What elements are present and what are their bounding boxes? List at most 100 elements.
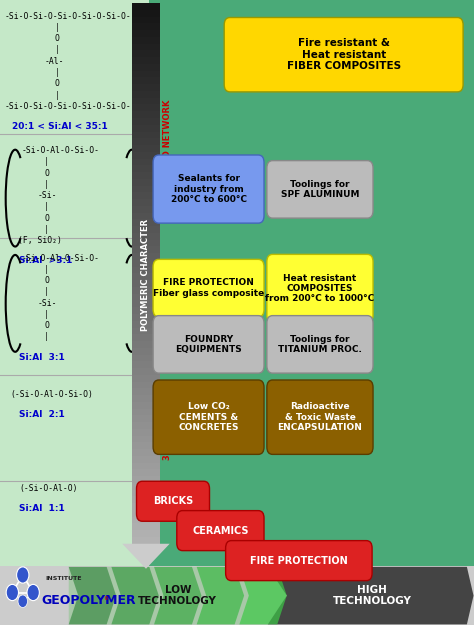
Polygon shape xyxy=(197,567,244,624)
Polygon shape xyxy=(132,3,160,10)
Polygon shape xyxy=(132,206,160,212)
Text: |: | xyxy=(55,68,59,77)
Polygon shape xyxy=(132,267,160,274)
Polygon shape xyxy=(132,84,160,91)
Text: |: | xyxy=(44,310,49,319)
Text: GEOPOLYMER: GEOPOLYMER xyxy=(42,594,137,606)
Text: 3D NETWORK: 3D NETWORK xyxy=(163,396,172,460)
Polygon shape xyxy=(132,192,160,199)
Polygon shape xyxy=(132,118,160,125)
Text: Toolings for
TITANIUM PROC.: Toolings for TITANIUM PROC. xyxy=(278,334,362,354)
FancyBboxPatch shape xyxy=(226,541,372,581)
Text: Sealants for
industry from
200°C to 600°C: Sealants for industry from 200°C to 600°… xyxy=(171,174,246,204)
Text: -Al-: -Al- xyxy=(45,57,64,66)
Text: |: | xyxy=(44,202,49,211)
Polygon shape xyxy=(132,462,160,469)
Text: LOW
TECHNOLOGY: LOW TECHNOLOGY xyxy=(138,585,217,606)
Polygon shape xyxy=(132,260,160,267)
FancyBboxPatch shape xyxy=(177,511,264,551)
FancyBboxPatch shape xyxy=(153,259,264,317)
Text: |: | xyxy=(44,265,49,274)
Text: FOUNDRY
EQUIPMENTS: FOUNDRY EQUIPMENTS xyxy=(175,334,242,354)
Polygon shape xyxy=(132,490,160,496)
Polygon shape xyxy=(132,219,160,226)
Polygon shape xyxy=(132,145,160,152)
Polygon shape xyxy=(239,567,287,624)
Polygon shape xyxy=(122,544,170,569)
Text: Radioactive
& Toxic Waste
ENCAPSULATION: Radioactive & Toxic Waste ENCAPSULATION xyxy=(277,402,363,432)
Text: O: O xyxy=(44,169,49,177)
Polygon shape xyxy=(132,530,160,537)
Polygon shape xyxy=(132,429,160,436)
Text: -Si-O-Al-O-Si-O-: -Si-O-Al-O-Si-O- xyxy=(21,146,100,155)
Polygon shape xyxy=(132,51,160,57)
Polygon shape xyxy=(69,567,116,624)
Polygon shape xyxy=(132,524,160,530)
FancyBboxPatch shape xyxy=(153,155,264,223)
Polygon shape xyxy=(132,17,160,23)
Polygon shape xyxy=(111,567,159,624)
Text: |: | xyxy=(55,23,59,32)
Polygon shape xyxy=(132,416,160,422)
Text: -Si-: -Si- xyxy=(38,191,57,200)
Text: Si:Al  1:1: Si:Al 1:1 xyxy=(19,504,65,513)
Polygon shape xyxy=(132,30,160,37)
Polygon shape xyxy=(132,226,160,233)
Polygon shape xyxy=(132,341,160,348)
Text: CERAMICS: CERAMICS xyxy=(192,526,249,536)
Text: -Si-O-Si-O-Si-O-Si-O-Si-O-: -Si-O-Si-O-Si-O-Si-O-Si-O- xyxy=(5,12,131,21)
Polygon shape xyxy=(132,98,160,104)
Polygon shape xyxy=(132,165,160,172)
Polygon shape xyxy=(132,287,160,294)
FancyBboxPatch shape xyxy=(149,0,474,566)
Polygon shape xyxy=(132,64,160,71)
Text: |: | xyxy=(44,332,49,341)
Text: O: O xyxy=(55,34,59,43)
Text: (-Si-O-Al-O): (-Si-O-Al-O) xyxy=(19,484,77,492)
Polygon shape xyxy=(132,274,160,280)
Polygon shape xyxy=(132,152,160,159)
Text: Low CO₂
CEMENTS &
CONCRETES: Low CO₂ CEMENTS & CONCRETES xyxy=(178,402,239,432)
Text: Heat resistant
COMPOSITES
from 200°C to 1000°C: Heat resistant COMPOSITES from 200°C to … xyxy=(265,274,374,303)
Polygon shape xyxy=(132,314,160,321)
Polygon shape xyxy=(132,253,160,260)
Polygon shape xyxy=(132,37,160,44)
Polygon shape xyxy=(132,334,160,341)
Polygon shape xyxy=(132,233,160,239)
Text: Fire resistant &
Heat resistant
FIBER COMPOSITES: Fire resistant & Heat resistant FIBER CO… xyxy=(287,38,401,71)
Polygon shape xyxy=(132,301,160,308)
Text: |: | xyxy=(44,288,49,296)
FancyBboxPatch shape xyxy=(153,316,264,373)
Text: O: O xyxy=(55,79,59,88)
Polygon shape xyxy=(268,567,474,624)
Polygon shape xyxy=(132,138,160,145)
Text: -Si-: -Si- xyxy=(38,299,57,308)
FancyBboxPatch shape xyxy=(267,380,373,454)
Text: Si:Al  >3:1: Si:Al >3:1 xyxy=(19,256,73,266)
FancyBboxPatch shape xyxy=(137,481,210,521)
Polygon shape xyxy=(132,381,160,388)
Text: HIGH
TECHNOLOGY: HIGH TECHNOLOGY xyxy=(333,585,411,606)
Text: 20:1 < Si:Al < 35:1: 20:1 < Si:Al < 35:1 xyxy=(12,122,108,131)
FancyBboxPatch shape xyxy=(224,18,463,92)
Text: -Si-O-Si-O-Si-O-Si-O-Si-O-: -Si-O-Si-O-Si-O-Si-O-Si-O- xyxy=(5,102,131,111)
Text: O: O xyxy=(44,276,49,285)
Polygon shape xyxy=(132,159,160,165)
Text: |: | xyxy=(55,91,59,99)
Polygon shape xyxy=(132,186,160,192)
Polygon shape xyxy=(132,10,160,17)
Polygon shape xyxy=(132,179,160,186)
Text: Toolings for
SPF ALUMINUM: Toolings for SPF ALUMINUM xyxy=(281,179,359,199)
Polygon shape xyxy=(132,321,160,328)
Text: BRICKS: BRICKS xyxy=(153,496,193,506)
Polygon shape xyxy=(132,503,160,510)
Polygon shape xyxy=(132,104,160,111)
Polygon shape xyxy=(132,246,160,253)
FancyBboxPatch shape xyxy=(267,316,373,373)
Polygon shape xyxy=(132,442,160,449)
Polygon shape xyxy=(132,409,160,416)
Polygon shape xyxy=(132,294,160,301)
Polygon shape xyxy=(132,469,160,476)
Polygon shape xyxy=(132,422,160,429)
Polygon shape xyxy=(132,111,160,118)
